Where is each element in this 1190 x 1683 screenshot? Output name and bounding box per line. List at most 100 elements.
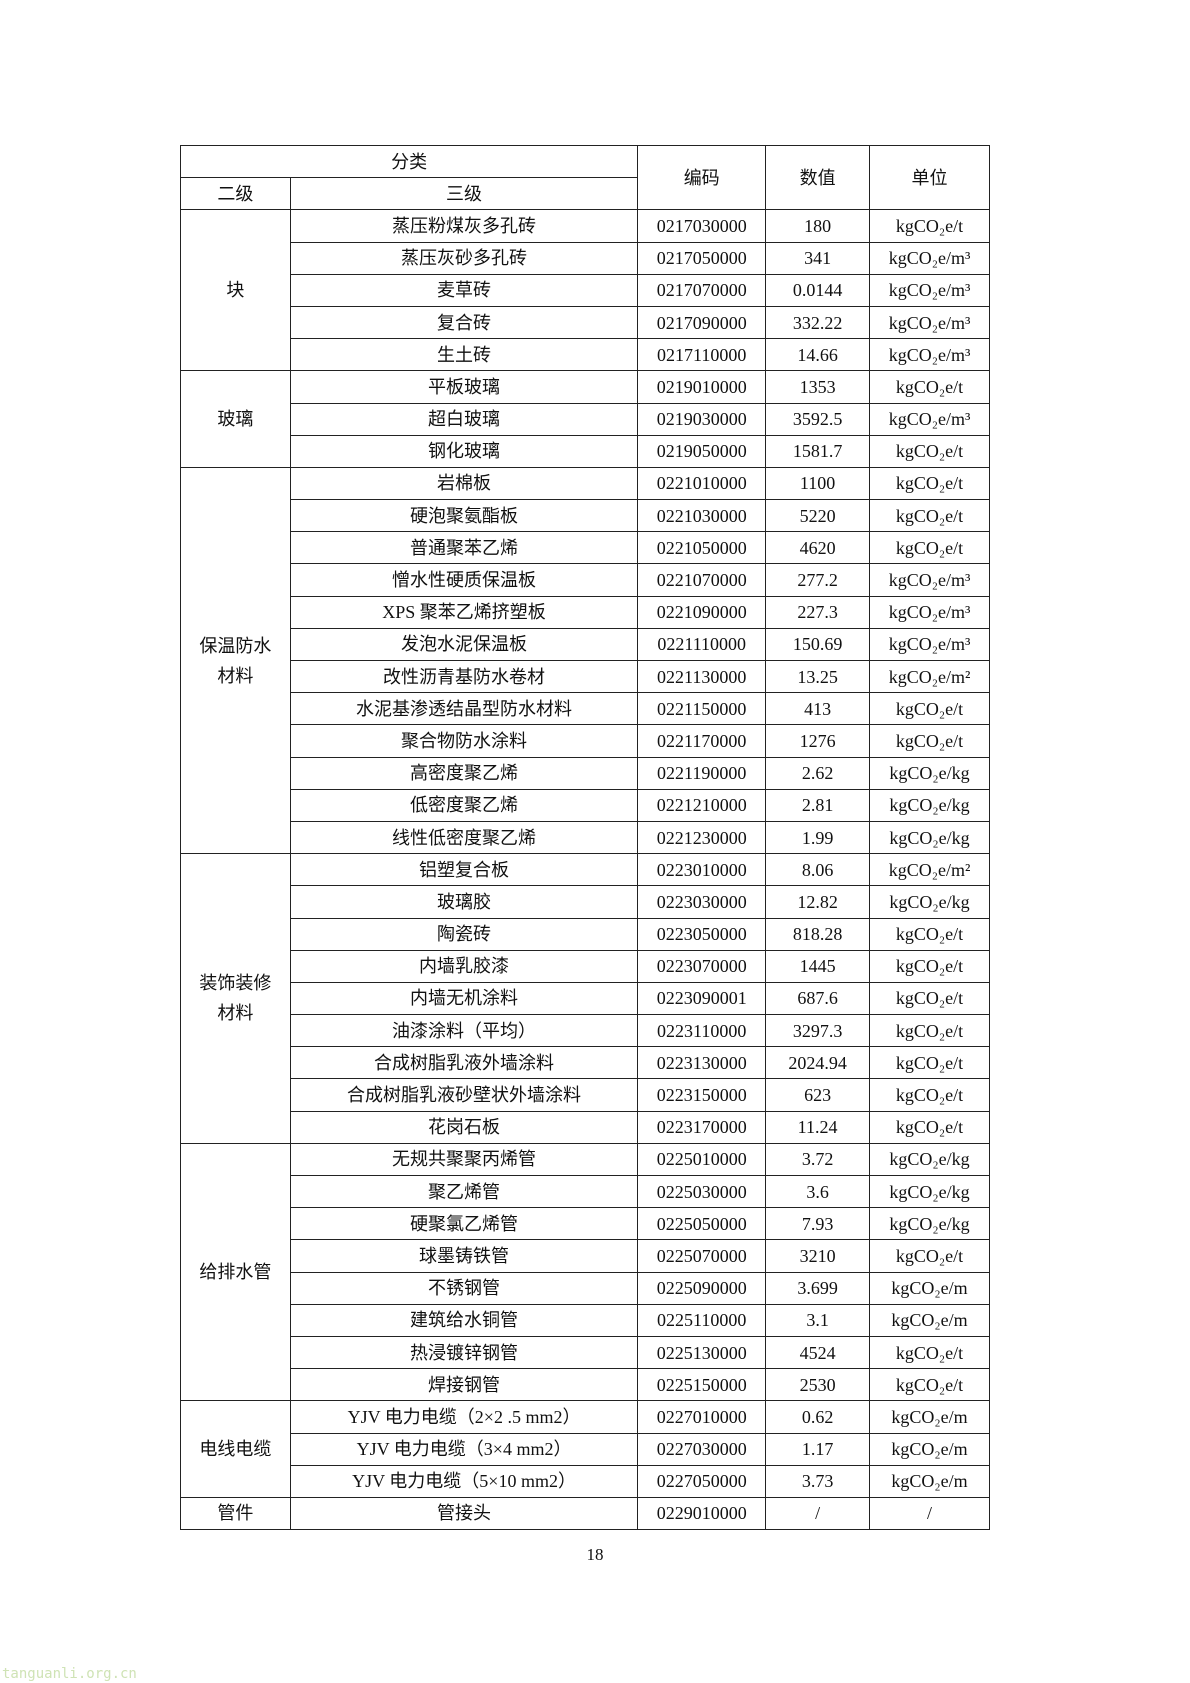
- table-row: 球墨铸铁管 0225070000 3210 kgCO₂e/t: [181, 1239, 990, 1273]
- table-row: 内墙无机涂料 0223090001 687.6 kgCO₂e/t: [181, 981, 990, 1016]
- table-row: 蒸压灰砂多孔砖 0217050000 341 kgCO₂e/m³: [181, 241, 990, 275]
- value-cell: 227.3: [765, 595, 871, 629]
- unit-cell: kgCO₂e/t: [869, 1078, 990, 1112]
- item-cell: 低密度聚乙烯: [289, 788, 639, 822]
- value-cell: 1353: [765, 370, 871, 404]
- unit-cell: kgCO₂e/m: [869, 1464, 990, 1498]
- value-cell: 0.0144: [765, 273, 871, 307]
- unit-cell: kgCO₂e/t: [869, 724, 990, 758]
- item-cell: 发泡水泥保温板: [289, 627, 639, 662]
- value-cell: 1.17: [765, 1432, 871, 1466]
- value-cell: 4620: [765, 531, 871, 565]
- header-code: 编码: [637, 144, 767, 211]
- item-cell: 硬泡聚氨酯板: [289, 499, 639, 533]
- table-row: 复合砖 0217090000 332.22 kgCO₂e/m³: [181, 305, 990, 340]
- group-cell: 保温防水材料: [180, 466, 291, 855]
- unit-cell: kgCO₂e/m: [869, 1303, 990, 1337]
- item-cell: 内墙无机涂料: [289, 981, 639, 1016]
- code-cell: 0221050000: [637, 531, 767, 565]
- unit-cell: kgCO₂e/kg: [869, 1142, 990, 1177]
- unit-cell: kgCO₂e/t: [869, 434, 990, 468]
- table-row: 合成树脂乳液砂壁状外墙涂料 0223150000 623 kgCO₂e/t: [181, 1078, 990, 1112]
- group-cell: 电线电缆: [180, 1400, 291, 1498]
- value-cell: 7.93: [765, 1207, 871, 1241]
- code-cell: 0221070000: [637, 563, 767, 597]
- item-cell: 合成树脂乳液外墙涂料: [289, 1046, 639, 1080]
- unit-cell: kgCO₂e/m³: [869, 563, 990, 597]
- table-row: 给排水管 无规共聚聚丙烯管 0225010000 3.72 kgCO₂e/kg: [180, 1142, 990, 1402]
- unit-cell: kgCO₂e/m: [869, 1271, 990, 1305]
- value-cell: 180: [765, 209, 871, 243]
- item-cell: 生土砖: [289, 338, 639, 372]
- unit-cell: kgCO₂e/t: [869, 499, 990, 533]
- item-cell: 岩棉板: [289, 466, 639, 501]
- code-cell: 0221010000: [637, 466, 767, 501]
- unit-cell: kgCO₂e/kg: [869, 885, 990, 919]
- table-row: 建筑给水铜管 0225110000 3.1 kgCO₂e/m: [181, 1303, 990, 1337]
- value-cell: 2024.94: [765, 1046, 871, 1080]
- code-cell: 0225050000: [637, 1207, 767, 1241]
- table-row: 管件 管接头 0229010000//: [180, 1496, 990, 1531]
- value-cell: 623: [765, 1078, 871, 1112]
- unit-cell: kgCO₂e/t: [869, 1014, 990, 1048]
- item-cell: 线性低密度聚乙烯: [289, 820, 639, 855]
- item-cell: 不锈钢管: [289, 1271, 639, 1305]
- item-cell: 超白玻璃: [289, 402, 639, 436]
- value-cell: 3592.5: [765, 402, 871, 436]
- unit-cell: kgCO₂e/t: [869, 1110, 990, 1144]
- table-row: 块蒸压粉煤灰多孔砖 0217030000 180 kgCO₂e/t: [180, 209, 990, 372]
- code-cell: 0219010000: [637, 370, 767, 404]
- value-cell: 332.22: [765, 305, 871, 340]
- table-row: 硬聚氯乙烯管 0225050000 7.93 kgCO₂e/kg: [181, 1207, 990, 1241]
- table-row: 钢化玻璃 0219050000 1581.7 kgCO₂e/t: [181, 434, 990, 468]
- table-row: 合成树脂乳液外墙涂料 0223130000 2024.94 kgCO₂e/t: [181, 1046, 990, 1080]
- item-cell: 憎水性硬质保温板: [289, 563, 639, 597]
- code-cell: 0223010000: [637, 853, 767, 887]
- item-cell: 油漆涂料（平均）: [289, 1014, 639, 1048]
- code-cell: 0225030000: [637, 1174, 767, 1209]
- item-cell: 球墨铸铁管: [289, 1239, 639, 1273]
- code-cell: 0223150000: [637, 1078, 767, 1112]
- unit-cell: /: [869, 1496, 990, 1531]
- item-cell: 无规共聚聚丙烯管: [289, 1142, 639, 1177]
- group-cell: 装饰装修材料: [180, 853, 291, 1144]
- value-cell: 1276: [765, 724, 871, 758]
- code-cell: 0217030000: [637, 209, 767, 243]
- unit-cell: kgCO₂e/t: [869, 209, 990, 243]
- unit-cell: kgCO₂e/t: [869, 949, 990, 983]
- value-cell: 3.1: [765, 1303, 871, 1337]
- code-cell: 0221030000: [637, 499, 767, 533]
- code-cell: 0221110000: [637, 627, 767, 662]
- table-row: 热浸镀锌钢管 0225130000 4524 kgCO₂e/t: [181, 1335, 990, 1370]
- code-cell: 0221130000: [637, 659, 767, 694]
- code-cell: 0225130000: [637, 1335, 767, 1370]
- value-cell: 3210: [765, 1239, 871, 1273]
- value-cell: 1100: [765, 466, 871, 501]
- code-cell: 0223170000: [637, 1110, 767, 1144]
- unit-cell: kgCO₂e/kg: [869, 756, 990, 790]
- value-cell: 341: [765, 241, 871, 275]
- header-unit: 单位: [869, 144, 990, 211]
- value-cell: 2.62: [765, 756, 871, 790]
- value-cell: 1581.7: [765, 434, 871, 468]
- unit-cell: kgCO₂e/t: [869, 692, 990, 726]
- unit-cell: kgCO₂e/t: [869, 370, 990, 404]
- unit-cell: kgCO₂e/kg: [869, 820, 990, 855]
- code-cell: 0227010000: [637, 1400, 767, 1434]
- table-row: 玻璃胶 0223030000 12.82 kgCO₂e/kg: [181, 885, 990, 919]
- table-row: 玻璃 平板玻璃 0219010000 1353 kgCO₂e/t: [180, 370, 990, 468]
- code-cell: 0227050000: [637, 1464, 767, 1498]
- header-level2: 二级: [180, 177, 291, 211]
- header-subrow: 二级 三级: [180, 177, 990, 211]
- table-row: 低密度聚乙烯 0221210000 2.81 kgCO₂e/kg: [181, 788, 990, 822]
- code-cell: 0225010000: [637, 1142, 767, 1177]
- item-cell: 聚合物防水涂料: [289, 724, 639, 758]
- value-cell: 3.73: [765, 1464, 871, 1498]
- header-value: 数值: [765, 144, 871, 211]
- item-cell: 普通聚苯乙烯: [289, 531, 639, 565]
- header-level3: 三级: [289, 177, 639, 211]
- unit-cell: kgCO₂e/m²: [869, 853, 990, 887]
- code-cell: 0223130000: [637, 1046, 767, 1080]
- value-cell: /: [765, 1496, 871, 1531]
- value-cell: 150.69: [765, 627, 871, 662]
